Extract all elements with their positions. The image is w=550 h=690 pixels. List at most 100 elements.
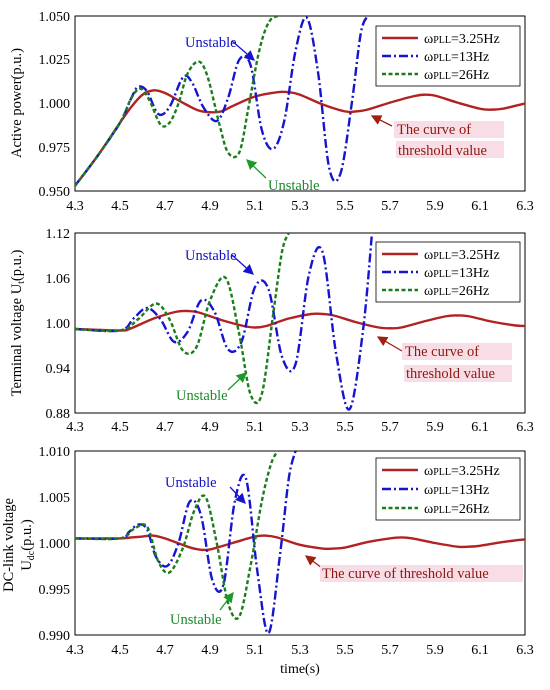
x-tick-label: 5.7 <box>381 420 399 435</box>
y-tick-label: 0.94 <box>46 362 71 377</box>
x-tick-label: 4.5 <box>111 643 129 658</box>
series-line-3-25hz <box>75 89 525 187</box>
x-axis-label: time(s) <box>280 662 320 677</box>
y-tick-label: 1.010 <box>39 445 71 460</box>
x-tick-label: 6.3 <box>516 643 534 658</box>
annotation-threshold: The curve of <box>397 122 471 138</box>
x-tick-label: 5.9 <box>426 643 444 658</box>
x-tick-label: 4.7 <box>156 643 174 658</box>
unstable-arrow-blue <box>229 486 246 504</box>
threshold-label-bg <box>404 365 512 382</box>
annotation-threshold: threshold value <box>398 143 487 159</box>
x-tick-label: 4.3 <box>66 199 84 214</box>
threshold-arrow <box>370 115 393 127</box>
annotation-unstable-green: Unstable <box>268 178 320 194</box>
panel-active-power: 1.050 1.025 1.000 0.975 0.950 4.3 4.5 4.… <box>9 10 534 214</box>
x-tick-label: 4.3 <box>66 420 84 435</box>
y-tick-label: 0.995 <box>39 583 71 598</box>
legend-label-26hz: ωPLL=26Hz <box>424 502 489 517</box>
x-tick-label: 4.9 <box>201 420 219 435</box>
annotation-unstable-green: Unstable <box>170 612 222 628</box>
x-tick-label: 4.5 <box>111 199 129 214</box>
legend-label-13hz: ωPLL=13Hz <box>424 50 489 65</box>
x-tick-label: 5.5 <box>336 199 354 214</box>
y-axis-label: Active power(p.u.) <box>9 48 25 158</box>
y-tick-label: 1.000 <box>39 537 71 552</box>
unstable-arrow-green <box>246 159 267 179</box>
y-tick-label: 1.000 <box>39 97 71 112</box>
series-line-13hz <box>75 233 374 411</box>
y-tick-label: 0.975 <box>39 141 71 156</box>
legend-label-13hz: ωPLL=13Hz <box>424 266 489 281</box>
y-tick-label: 1.005 <box>39 491 71 506</box>
threshold-arrow <box>376 336 403 352</box>
y-tick-label: 1.050 <box>39 10 71 25</box>
series-line-13hz <box>75 16 369 187</box>
y-tick-label: 0.990 <box>39 629 71 644</box>
y-tick-label: 1.00 <box>46 317 71 332</box>
plot-frame <box>74 232 526 414</box>
x-tick-labels: 4.3 4.5 4.7 4.9 5.1 5.3 5.5 5.7 5.9 6.1 … <box>66 643 534 658</box>
legend: ωPLL=3.25Hz ωPLL=13Hz ωPLL=26Hz <box>375 457 521 521</box>
x-tick-label: 5.1 <box>246 420 264 435</box>
unstable-arrow-green <box>227 372 247 391</box>
plot-frame <box>74 450 526 636</box>
y-axis-label: Terminal voltage Ut(p.u.) <box>9 249 27 396</box>
x-tick-label: 6.1 <box>471 643 489 658</box>
x-tick-label: 4.7 <box>156 420 174 435</box>
legend-label-3-25hz: ωPLL=3.25Hz <box>424 464 500 479</box>
annotation-threshold: threshold value <box>406 366 495 382</box>
legend-label-3-25hz: ωPLL=3.25Hz <box>424 248 500 263</box>
legend: ωPLL=3.25Hz ωPLL=13Hz ωPLL=26Hz <box>375 241 521 303</box>
series-group <box>75 233 525 411</box>
threshold-arrow <box>304 555 323 569</box>
unstable-arrow-blue <box>231 254 254 275</box>
unstable-arrow-green <box>219 591 234 611</box>
x-tick-label: 4.7 <box>156 199 174 214</box>
x-tick-labels: 4.3 4.5 4.7 4.9 5.1 5.3 5.5 5.7 5.9 6.1 … <box>66 199 534 214</box>
annotation-unstable-blue: Unstable <box>185 248 237 264</box>
panel-terminal-voltage: 1.12 1.06 1.00 0.94 0.88 4.3 4.5 4.7 4.9… <box>9 227 534 435</box>
x-tick-label: 4.5 <box>111 420 129 435</box>
x-tick-label: 5.3 <box>291 199 309 214</box>
x-tick-label: 6.3 <box>516 199 534 214</box>
annotation-unstable-green: Unstable <box>176 388 228 404</box>
legend: ωPLL=3.25Hz ωPLL=13Hz ωPLL=26Hz <box>375 25 521 87</box>
series-line-3-25hz <box>75 534 525 552</box>
series-line-13hz <box>75 451 297 635</box>
x-tick-label: 4.9 <box>201 643 219 658</box>
y-tick-labels: 1.010 1.005 1.000 0.995 0.990 <box>39 445 71 644</box>
y-tick-label: 1.025 <box>39 53 71 68</box>
y-tick-label: 1.12 <box>46 227 71 242</box>
legend-label-26hz: ωPLL=26Hz <box>424 284 489 299</box>
x-tick-label: 5.5 <box>336 420 354 435</box>
legend-label-13hz: ωPLL=13Hz <box>424 483 489 498</box>
annotation-threshold: The curve of threshold value <box>322 566 489 582</box>
x-tick-label: 6.1 <box>471 199 489 214</box>
y-axis-label-line-1: DC-link voltage <box>1 498 17 592</box>
y-tick-labels: 1.050 1.025 1.000 0.975 0.950 <box>39 10 71 200</box>
series-group <box>75 451 525 635</box>
series-line-26hz <box>75 451 279 620</box>
y-tick-label: 0.88 <box>46 407 71 422</box>
unstable-arrow-blue <box>231 40 255 61</box>
x-tick-label: 5.7 <box>381 199 399 214</box>
x-tick-label: 5.3 <box>291 420 309 435</box>
annotation-unstable-blue: Unstable <box>165 475 217 491</box>
x-tick-label: 5.9 <box>426 420 444 435</box>
panel-dc-link-voltage: 1.010 1.005 1.000 0.995 0.990 4.3 4.5 4.… <box>1 445 534 677</box>
x-tick-label: 5.7 <box>381 643 399 658</box>
threshold-label-bg <box>320 565 523 582</box>
x-tick-label: 5.1 <box>246 199 264 214</box>
threshold-label-bg <box>396 141 504 158</box>
series-line-26hz <box>75 16 279 187</box>
annotation-unstable-blue: Unstable <box>185 35 237 51</box>
series-line-26hz <box>75 233 290 405</box>
y-axis-label-line-2: Udc(p.u.) <box>19 519 37 571</box>
x-tick-label: 5.9 <box>426 199 444 214</box>
x-tick-labels: 4.3 4.5 4.7 4.9 5.1 5.3 5.5 5.7 5.9 6.1 … <box>66 420 534 435</box>
x-tick-label: 6.1 <box>471 420 489 435</box>
x-tick-label: 4.9 <box>201 199 219 214</box>
legend-label-26hz: ωPLL=26Hz <box>424 68 489 83</box>
